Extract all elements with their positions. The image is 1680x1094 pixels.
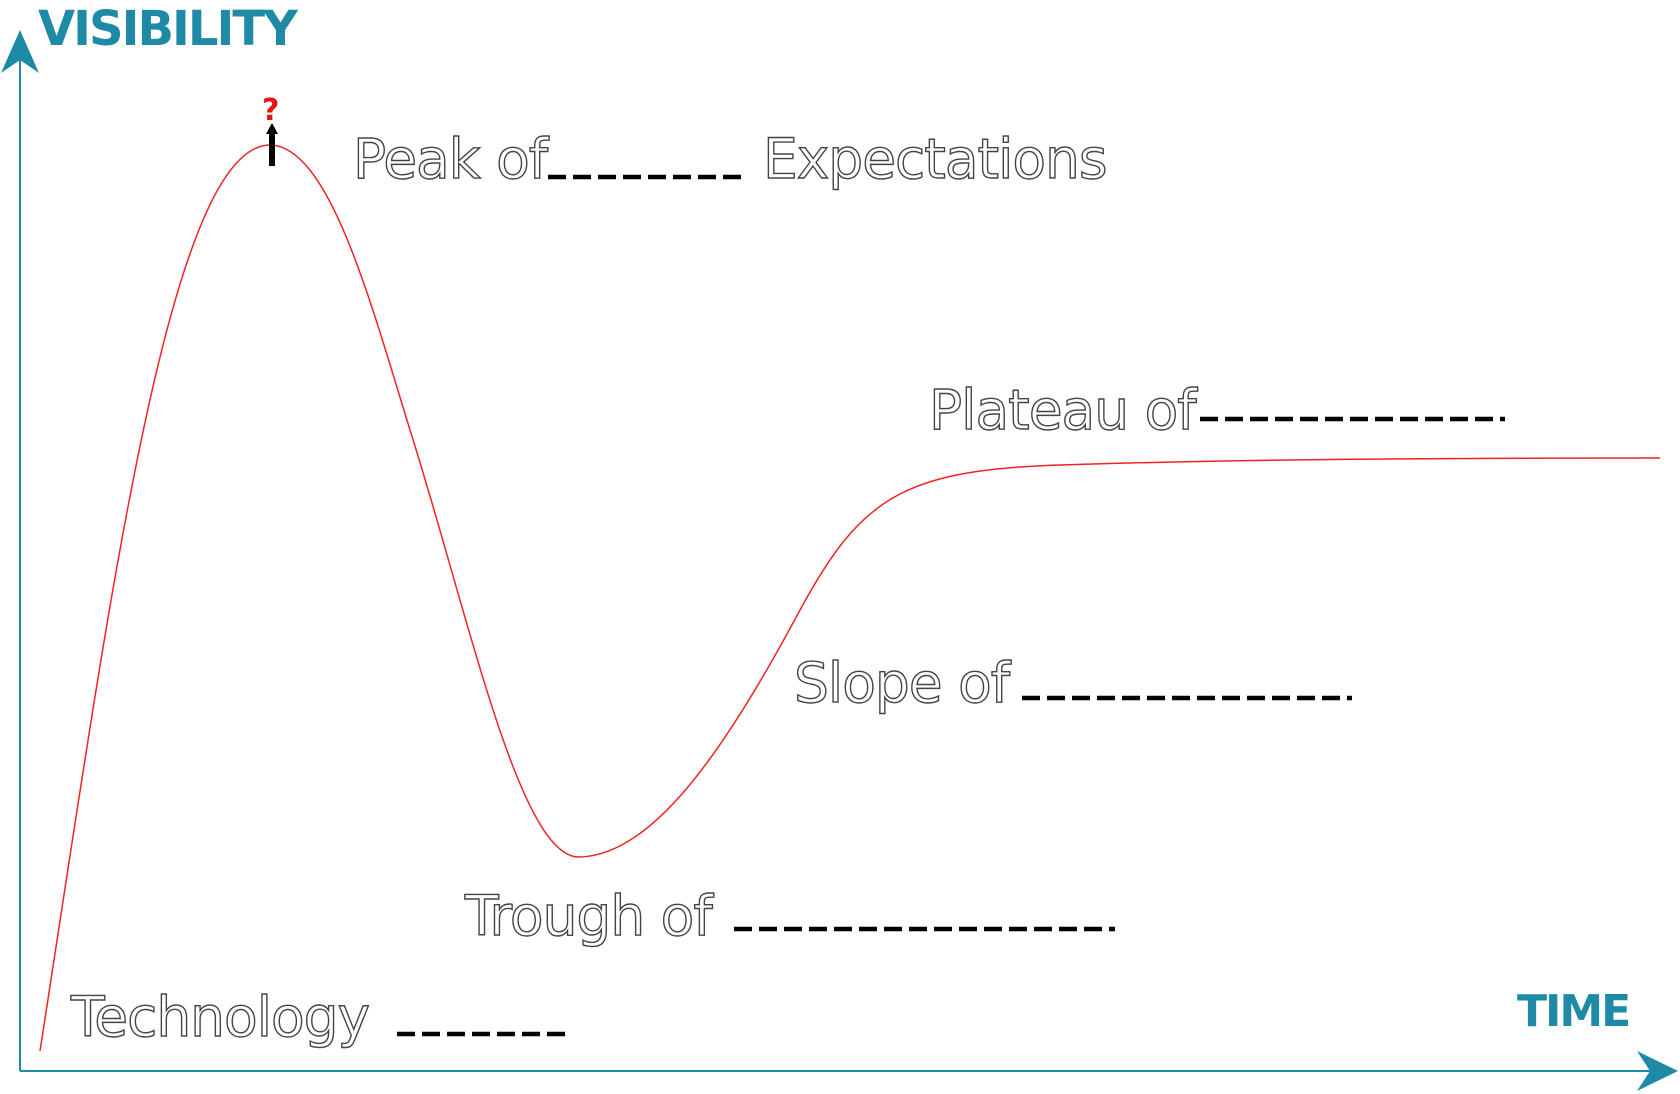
peak-phase-label: Peak of [353, 127, 550, 191]
peak-marker-bar [269, 131, 275, 166]
hype-cycle-curve [39, 144, 1661, 1052]
y-axis-arrowhead-icon [1, 30, 39, 73]
trigger-phase-label: Technology [70, 985, 369, 1049]
plateau-phase-label: Plateau of [929, 378, 1198, 442]
y-axis-title: VISIBILITY [38, 1, 299, 57]
x-axis-arrowhead-icon [1637, 1051, 1678, 1091]
x-axis-title: TIME [1517, 986, 1629, 1037]
peak-phase-label-after: Expectations [763, 127, 1107, 191]
peak-marker-arrow-icon [266, 123, 278, 134]
peak-question-mark: ? [262, 93, 279, 128]
slope-phase-label: Slope of [794, 651, 1012, 715]
trough-phase-label: Trough of [464, 884, 714, 948]
